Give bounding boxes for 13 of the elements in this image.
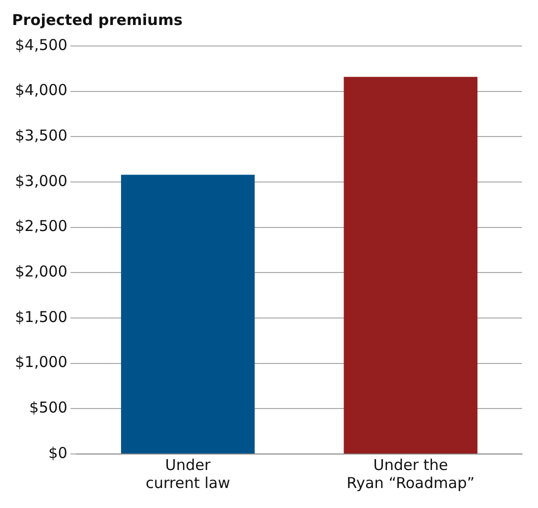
chart-title: Projected premiums — [12, 10, 183, 29]
x-tick-label: Under the Ryan “Roadmap” — [346, 456, 475, 492]
x-tick-label: Under current law — [146, 456, 230, 492]
y-tick-label: $4,500 — [14, 36, 68, 54]
y-tick-label: $3,000 — [14, 172, 68, 190]
y-tick-label: $1,500 — [14, 308, 68, 326]
y-tick-label: $2,000 — [14, 262, 68, 281]
y-tick-label: $3,500 — [14, 126, 68, 145]
y-tick-label: $0 — [48, 444, 68, 462]
y-tick-label: $1,000 — [14, 353, 68, 372]
y-tick-label: $2,500 — [14, 217, 68, 236]
y-tick-label: $4,000 — [14, 81, 68, 100]
y-tick-label: $500 — [29, 398, 68, 417]
